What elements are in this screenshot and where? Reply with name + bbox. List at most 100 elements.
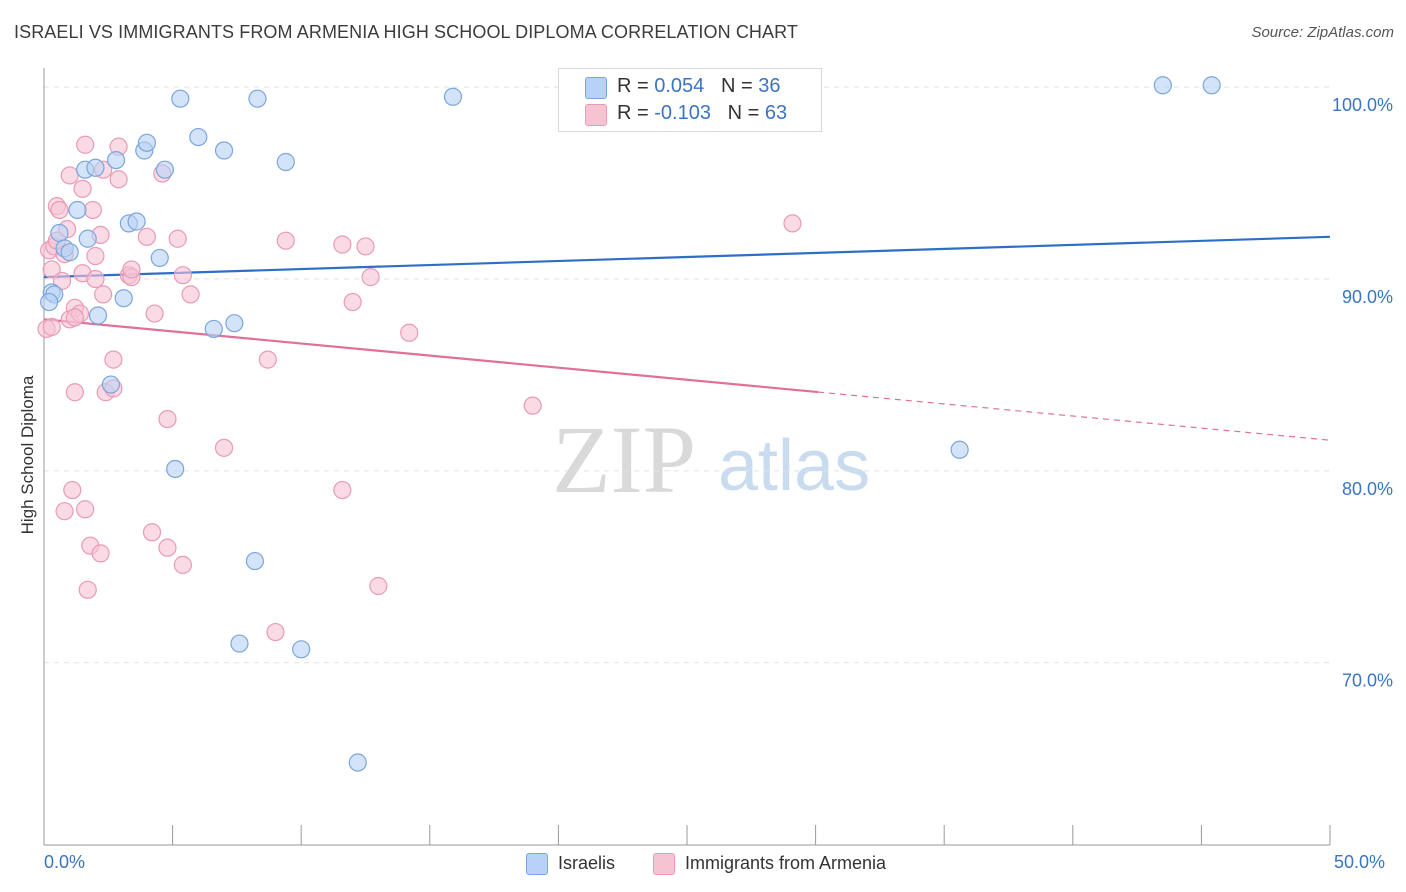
israeli-point: [348, 753, 367, 772]
y-tick-label: 80.0%: [1342, 479, 1393, 499]
legend-n-value: 63: [764, 102, 788, 124]
israeli-point: [101, 375, 120, 394]
trend-line-israelis: [43, 235, 1331, 279]
armenia-point: [783, 214, 802, 233]
israeli-point: [950, 440, 969, 459]
israeli-point: [292, 640, 311, 659]
armenia-point: [361, 268, 380, 287]
israeli-point: [443, 87, 463, 106]
armenia-point: [369, 576, 388, 596]
israeli-point: [127, 212, 146, 231]
israeli-point: [60, 243, 79, 262]
armenia-point: [76, 500, 95, 519]
israeli-point: [68, 200, 87, 220]
israeli-point: [189, 127, 208, 147]
israeli-point: [106, 150, 126, 170]
armenia-point: [86, 269, 105, 289]
armenia-point: [104, 350, 123, 369]
bottom-legend-label: Israelis: [558, 853, 616, 873]
israeli-point: [166, 459, 185, 479]
israeli-point: [1202, 76, 1221, 95]
armenia-point: [65, 308, 84, 327]
armenia-point: [55, 502, 74, 521]
correlation-legend: R = 0.054 N = 36 R = -0.103 N = 63: [558, 68, 822, 132]
armenia-point: [168, 229, 187, 248]
israeli-point: [248, 89, 267, 108]
armenia-point: [214, 438, 234, 457]
armenia-point: [50, 200, 69, 220]
grid-lines: [44, 86, 1330, 664]
x-tick-label-min: 0.0%: [44, 852, 86, 872]
armenia-point: [86, 246, 105, 266]
armenia-point: [60, 166, 79, 185]
armenia-point: [523, 396, 542, 415]
watermark: ZIP atlas: [552, 406, 870, 513]
armenia-point: [258, 350, 277, 369]
legend-r-value: -0.103: [654, 102, 711, 124]
armenia-point: [76, 135, 95, 154]
x-ticks: [43, 825, 1331, 845]
y-tick-label: 90.0%: [1342, 287, 1393, 307]
armenia-point: [158, 538, 177, 557]
bottom-legend-swatch-blue: [526, 853, 548, 875]
watermark-zip: ZIP: [552, 406, 696, 513]
armenia-point: [158, 409, 177, 429]
armenia-point: [122, 260, 141, 279]
israeli-point: [245, 551, 265, 571]
armenia-point: [400, 323, 419, 342]
israeli-point: [204, 319, 223, 339]
armenia-point: [266, 622, 285, 642]
armenia-point: [333, 480, 352, 500]
armenia-point: [145, 304, 164, 323]
armenia-point: [276, 231, 295, 250]
israeli-point: [150, 248, 169, 268]
israeli-point: [137, 133, 156, 152]
armenia-point: [91, 544, 110, 563]
israeli-point: [78, 229, 97, 248]
armenia-point: [109, 170, 128, 189]
trend-line-armenia: [43, 318, 819, 394]
armenia-point: [63, 480, 82, 500]
armenia-point: [173, 555, 192, 574]
armenia-point: [42, 260, 61, 279]
legend-r-value: 0.054: [654, 75, 705, 97]
legend-r-label: R =: [617, 102, 655, 124]
y-tick-labels: 100.0% 90.0% 80.0% 70.0%: [1332, 95, 1393, 691]
israeli-point: [88, 306, 108, 325]
armenia-point: [356, 237, 375, 256]
legend-n-label: N =: [720, 75, 759, 97]
israeli-point: [214, 141, 234, 160]
armenia-point: [52, 271, 72, 291]
y-tick-label: 100.0%: [1332, 95, 1393, 115]
y-tick-label: 70.0%: [1342, 671, 1393, 691]
israeli-point: [50, 223, 69, 243]
y-axis-label: High School Diploma: [18, 375, 37, 535]
legend-swatch-pink: [585, 104, 607, 126]
israeli-point: [155, 160, 174, 179]
armenia-point: [173, 266, 192, 285]
armenia-point: [137, 227, 156, 246]
israeli-point: [114, 289, 133, 308]
bottom-legend-swatch-pink: [653, 853, 675, 875]
legend-n-label: N =: [727, 102, 765, 124]
israeli-point: [225, 314, 244, 333]
israeli-point: [171, 89, 190, 108]
trend-lines: [43, 235, 1331, 441]
israeli-point: [1153, 76, 1172, 95]
armenia-point: [83, 200, 102, 220]
armenia-point: [73, 179, 92, 198]
legend-n-value: 36: [758, 75, 781, 97]
data-points: [37, 76, 1221, 772]
armenia-point: [333, 235, 352, 254]
chart-title: ISRAELI VS IMMIGRANTS FROM ARMENIA HIGH …: [14, 22, 798, 42]
armenia-point: [142, 523, 162, 542]
armenia-point: [343, 292, 362, 312]
armenia-point: [78, 580, 97, 599]
x-tick-label-max: 50.0%: [1334, 852, 1386, 872]
legend-r-label: R =: [617, 75, 655, 97]
armenia-point: [65, 383, 84, 402]
armenia-point: [94, 285, 113, 304]
israeli-point: [276, 152, 295, 172]
watermark-atlas: atlas: [718, 426, 870, 506]
